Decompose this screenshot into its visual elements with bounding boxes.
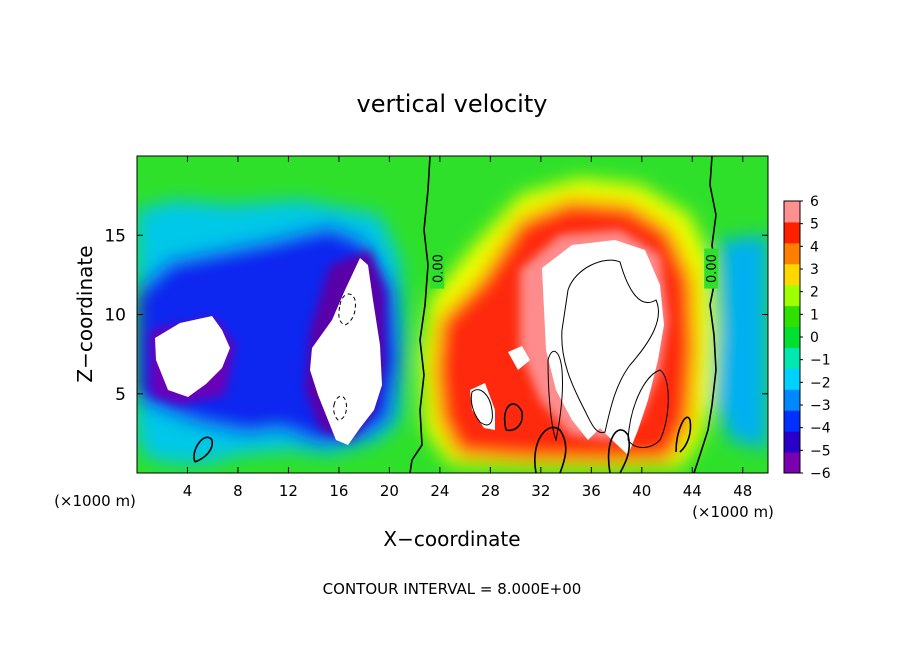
zero-contour-small-1 (193, 436, 214, 463)
colorbar-swatch (784, 221, 800, 244)
contour-label: 0.00 (431, 254, 446, 283)
x-axis: 4 8 12 16 20 24 28 32 36 40 44 48 (183, 156, 752, 500)
colorbar-tick-label: 3 (810, 262, 819, 278)
colorbar-swatch (784, 431, 800, 453)
colorbar-tick-label: −1 (810, 353, 831, 369)
x-tick-label: 48 (733, 482, 752, 500)
saturated-region-west (155, 316, 230, 397)
colorbar-tick-label: 4 (810, 239, 819, 255)
y-axis: 5 10 15 (104, 226, 768, 405)
colorbar-tick-label: 1 (810, 307, 819, 323)
x-tick-label: 20 (380, 482, 399, 500)
y-axis-title: Z−coordinate (73, 245, 97, 382)
colorbar-swatch (784, 242, 800, 265)
zero-contour-left (409, 156, 431, 473)
x-tick-label: 28 (481, 482, 500, 500)
colorbar-swatch (784, 452, 800, 474)
colorbar-swatch (784, 347, 800, 369)
zero-contour-small-5 (675, 416, 692, 453)
y-tick-label: 15 (104, 226, 126, 246)
contour-label-bg (430, 248, 445, 289)
colorbar-tick-label: −4 (810, 421, 831, 437)
colorbar: 6 5 4 3 2 1 0 −1 −2 −3 −4 −5 −6 (783, 194, 831, 482)
plot-area (137, 156, 768, 473)
colorbar-swatch (784, 263, 800, 286)
x-tick-label: 24 (430, 482, 449, 500)
saturated-region-center (310, 258, 382, 445)
x-tick-label: 8 (233, 482, 243, 500)
contour-interval-note: CONTOUR INTERVAL = 8.000E+00 (323, 580, 582, 598)
x-axis-title: X−coordinate (383, 527, 520, 551)
x-unit-left: (×1000 m) (54, 492, 136, 510)
colorbar-tick-label: 0 (810, 330, 819, 346)
contour-8-east (561, 259, 659, 434)
x-tick-label: 16 (329, 482, 348, 500)
contour-label-bg (704, 248, 719, 289)
colorbar-swatch (784, 326, 800, 348)
downdraft-region-right (715, 235, 768, 450)
colorbar-tick-label: −5 (810, 443, 831, 459)
x-tick-label: 32 (531, 482, 550, 500)
saturated-region-lower-2 (508, 346, 530, 370)
chart-title: vertical velocity (357, 90, 548, 118)
colorbar-swatch (784, 389, 800, 411)
colorbar-tick-label: −6 (810, 466, 831, 482)
x-tick-label: 40 (632, 482, 651, 500)
zero-contour-small-3 (534, 426, 567, 473)
contour-8-lower (470, 389, 493, 426)
colorbar-tick-label: 6 (810, 194, 819, 210)
contour-labels: 0.00 0.00 (430, 248, 720, 289)
zero-contour-right (693, 156, 717, 473)
colorbar-tick-label: 5 (810, 217, 819, 233)
x-tick-label: 36 (582, 482, 601, 500)
contour-label: 0.00 (705, 254, 720, 283)
x-tick-label: 12 (279, 482, 298, 500)
contour-8-center-dashed-2 (333, 395, 347, 421)
x-tick-label: 4 (183, 482, 193, 500)
colorbar-swatch (784, 305, 800, 328)
colorbar-swatch (784, 284, 800, 307)
contour-8-east-2 (627, 369, 669, 448)
colorbar-tick-label: 2 (810, 285, 819, 301)
x-tick-label: 44 (683, 482, 702, 500)
x-unit-right: (×1000 m) (692, 503, 774, 521)
colorbar-tick-label: −3 (810, 398, 831, 414)
colorbar-tick-label: −2 (810, 375, 831, 391)
contour-8-mid (547, 350, 564, 442)
colorbar-swatch (784, 368, 800, 390)
zero-contour-small-2 (503, 403, 524, 432)
colorbar-swatch (784, 410, 800, 432)
y-tick-label: 5 (115, 385, 126, 405)
colorbar-swatch (784, 201, 800, 223)
saturated-region-lower (470, 383, 495, 430)
y-tick-label: 10 (104, 306, 126, 326)
